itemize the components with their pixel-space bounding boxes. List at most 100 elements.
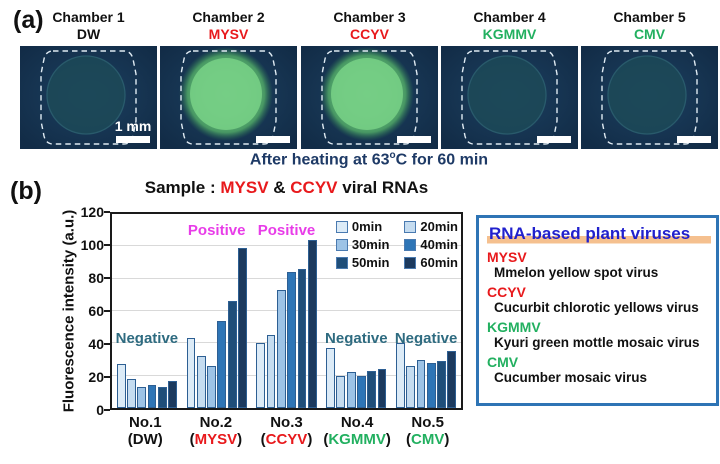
virus-full-name: Mmelon yellow spot virus <box>494 265 659 280</box>
x-category-virus-name: MYSV <box>194 431 238 448</box>
x-category-virus: (DW) <box>127 431 163 448</box>
gridline <box>112 342 461 344</box>
scale-bar <box>116 136 150 143</box>
x-category-virus-name: CCYV <box>265 431 308 448</box>
y-tick-mark <box>104 343 110 345</box>
x-category-2: No.2 (MYSV) <box>181 414 252 448</box>
gridline <box>112 310 461 311</box>
scale-bar <box>397 136 431 143</box>
chamber-title: Chamber 4 <box>473 9 546 25</box>
x-category-virus-name: KGMMV <box>328 431 386 448</box>
bar-No.2-30min <box>207 365 216 408</box>
plot-area: 0min 20min 30min 40min 50min 60min Negative Po… <box>110 212 463 410</box>
chamber-3: Chamber 3 CCYV <box>301 8 438 149</box>
gridline <box>112 245 461 247</box>
result-annotation: Negative <box>115 330 179 347</box>
legend-label: 30min <box>351 237 390 252</box>
legend-swatch <box>335 238 348 251</box>
gridline <box>112 277 461 279</box>
scale-bar <box>537 136 571 143</box>
chart-title-part: Sample : <box>144 178 221 197</box>
chart-title-part: & <box>268 178 291 197</box>
caption-part: After heating at 63 <box>249 151 390 169</box>
legend-entry: 0min <box>335 219 390 234</box>
panel-a-caption: After heating at 63oC for 60 min <box>20 150 718 169</box>
chamber-title: Chamber 2 <box>192 9 265 25</box>
chamber-virus-label: CCYV <box>350 26 389 42</box>
legend-entry: 40min <box>404 237 458 252</box>
y-tick-label: 80 <box>88 270 104 286</box>
chamber-image: 1 mm <box>20 46 157 149</box>
bar-No.5-40min <box>426 362 436 408</box>
chamber-5: Chamber 5 CMV <box>581 8 718 149</box>
bar-No.1-40min <box>147 385 157 408</box>
legend-label: 60min <box>420 255 458 270</box>
y-tick-mark <box>104 244 110 246</box>
x-category-virus: (CCYV) <box>260 431 313 448</box>
x-category-number: No.5 <box>411 414 444 431</box>
y-tick-label: 20 <box>88 369 104 385</box>
y-tick-mark <box>104 409 110 411</box>
legend-label: 40min <box>420 237 458 252</box>
virus-box-title: RNA-based plant viruses <box>487 224 711 245</box>
bar-No.3-20min <box>266 335 276 408</box>
virus-info-box: RNA-based plant viruses MYSV Mmelon yello… <box>476 215 719 406</box>
bar-No.5-50min <box>437 361 446 408</box>
x-category-3: No.3 (CCYV) <box>251 414 322 448</box>
bar-No.4-50min <box>367 370 377 408</box>
dark-droplet <box>607 55 687 135</box>
bar-No.3-60min <box>307 239 317 408</box>
x-category-4: No.4 (KGMMV) <box>322 414 393 448</box>
legend-swatch <box>404 238 417 251</box>
virus-entry: KGMMV Kyuri green mottle mosaic virus <box>487 319 711 351</box>
chart-legend: 0min 20min 30min 40min 50min 60min <box>335 219 458 270</box>
panel-a-label: (a) <box>13 6 44 34</box>
bar-No.2-50min <box>227 301 237 408</box>
dashed-chamber-outline <box>321 50 418 145</box>
virus-abbr: KGMMV <box>487 319 541 335</box>
bar-No.1-60min <box>168 380 178 408</box>
virus-abbr: CMV <box>487 354 519 370</box>
x-category-virus: (MYSV) <box>189 431 243 448</box>
chamber-image <box>160 46 297 149</box>
result-annotation: Positive <box>187 222 246 239</box>
x-category-virus: (CMV) <box>406 431 450 448</box>
legend-entry: 20min <box>404 219 458 234</box>
bar-No.1-30min <box>137 386 147 408</box>
bar-No.5-20min <box>406 365 416 408</box>
chamber-4: Chamber 4 KGMMV <box>441 8 578 149</box>
bar-No.2-40min <box>217 320 227 408</box>
bar-No.2-0min <box>186 338 196 408</box>
chart-title-part: MYSV <box>220 178 269 197</box>
virus-abbr: MYSV <box>487 249 527 265</box>
bar-No.4-30min <box>346 372 356 408</box>
dashed-chamber-outline <box>461 50 558 145</box>
chamber-title: Chamber 5 <box>613 9 686 25</box>
result-annotation: Negative <box>325 330 388 347</box>
virus-entry: MYSV Mmelon yellow spot virus <box>487 249 711 281</box>
bar-No.4-60min <box>377 369 387 408</box>
y-tick-mark <box>104 277 110 279</box>
virus-box-entries: MYSV Mmelon yellow spot virus CCYV Cucurbit… <box>487 249 711 386</box>
bar-No.5-30min <box>416 359 426 408</box>
chamber-virus-label: CMV <box>633 26 666 42</box>
fluorescent-droplet-core <box>190 58 262 130</box>
bar-No.1-0min <box>116 364 126 408</box>
bar-No.3-0min <box>256 343 266 408</box>
chamber-title: Chamber 1 <box>52 9 125 25</box>
bar-No.2-60min <box>238 247 247 408</box>
y-tick-label: 100 <box>80 237 104 253</box>
virus-full-name: Cucurbit chlorotic yellows virus <box>494 300 699 315</box>
y-tick-mark <box>104 211 110 213</box>
bar-No.5-60min <box>447 351 457 408</box>
x-category-1: No.1 (DW) <box>110 414 181 448</box>
chamber-image <box>581 46 718 149</box>
chart-title-part: viral RNAs <box>337 178 429 197</box>
chamber-virus-label: KGMMV <box>482 26 537 42</box>
chart-title: Sample : MYSV & CCYV viral RNAs <box>100 178 473 198</box>
chamber-image <box>301 46 438 149</box>
dashed-chamber-outline <box>601 50 698 145</box>
chamber-title: Chamber 3 <box>333 9 406 25</box>
x-axis-labels: No.1 (DW) No.2 (MYSV) No.3 (CCYV) No.4 (KGMMV) N… <box>110 414 463 448</box>
result-annotation: Positive <box>257 222 316 239</box>
